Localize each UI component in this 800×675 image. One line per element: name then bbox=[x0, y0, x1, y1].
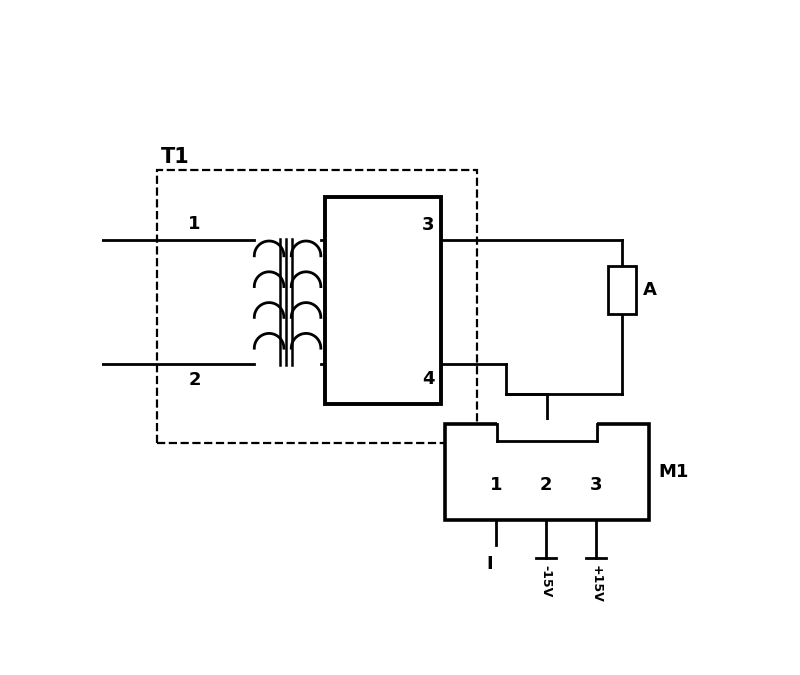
Text: 1: 1 bbox=[188, 215, 201, 233]
Text: 2: 2 bbox=[188, 371, 201, 389]
Text: +15V: +15V bbox=[590, 566, 603, 603]
Text: -15V: -15V bbox=[540, 566, 553, 597]
Text: 3: 3 bbox=[590, 477, 602, 494]
Bar bbox=[497, 420, 597, 441]
Bar bbox=[608, 266, 636, 315]
Bar bbox=[158, 169, 477, 443]
Text: I: I bbox=[486, 555, 494, 572]
Bar bbox=[326, 196, 441, 404]
Text: M1: M1 bbox=[658, 463, 688, 481]
Text: A: A bbox=[643, 281, 657, 299]
Text: 3: 3 bbox=[422, 216, 434, 234]
Bar bbox=[445, 424, 649, 520]
Text: 4: 4 bbox=[422, 370, 434, 387]
Text: T1: T1 bbox=[162, 147, 190, 167]
Text: 2: 2 bbox=[540, 477, 553, 494]
Text: 1: 1 bbox=[490, 477, 502, 494]
